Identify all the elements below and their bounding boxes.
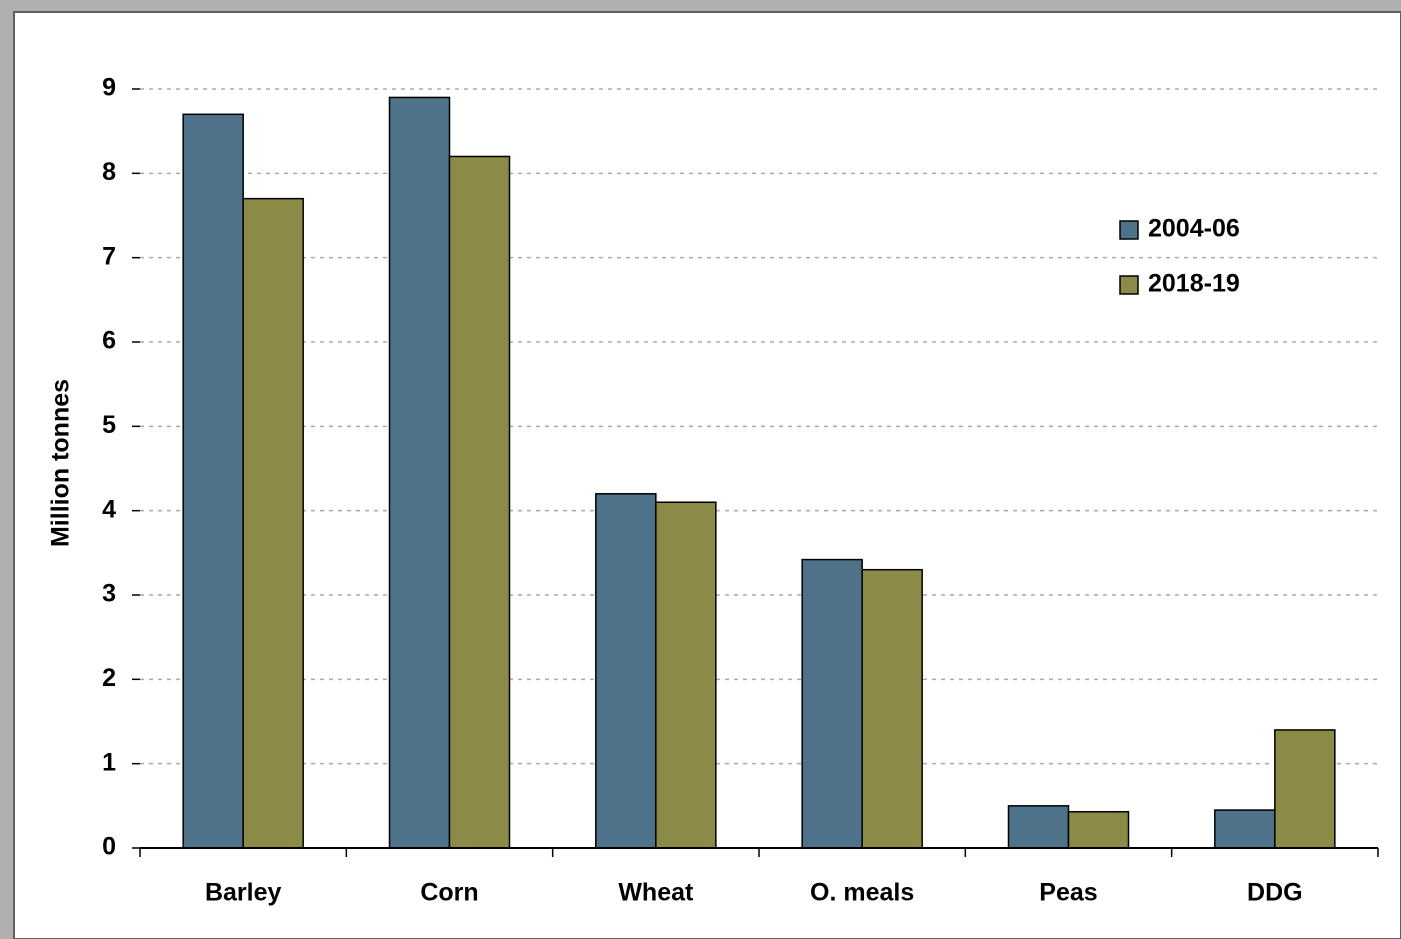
x-tick-label: DDG [1247,879,1303,907]
bar [388,96,451,849]
bar [1214,809,1276,849]
bar [1007,805,1070,849]
y-tick-label: 2 [102,664,116,692]
x-tick-label: Wheat [618,879,694,907]
x-tick-label: Corn [420,879,478,907]
bar [801,558,863,849]
legend-swatch [1119,220,1139,240]
bar [242,197,304,849]
y-tick-label: 4 [102,495,116,523]
bar [861,568,923,849]
bar [655,501,717,849]
bar [1274,729,1336,849]
y-tick-label: 0 [102,833,116,861]
legend-swatch [1119,275,1139,295]
legend-label: 2004-06 [1148,215,1240,243]
bar [595,493,657,849]
bar [448,155,511,849]
legend-label: 2018-19 [1148,270,1240,298]
y-tick-label: 5 [102,411,116,439]
y-tick-label: 6 [102,327,116,355]
y-tick-label: 8 [102,158,116,186]
bar [1067,810,1130,849]
x-tick-label: O. meals [810,879,914,907]
y-tick-label: 1 [102,748,116,776]
bar [182,113,244,849]
y-tick-label: 3 [102,580,116,608]
x-tick-label: Barley [205,879,282,907]
y-axis-label: Million tonnes [47,379,75,547]
y-tick-label: 9 [102,74,116,102]
x-tick-label: Peas [1039,879,1097,907]
y-tick-label: 7 [102,242,116,270]
